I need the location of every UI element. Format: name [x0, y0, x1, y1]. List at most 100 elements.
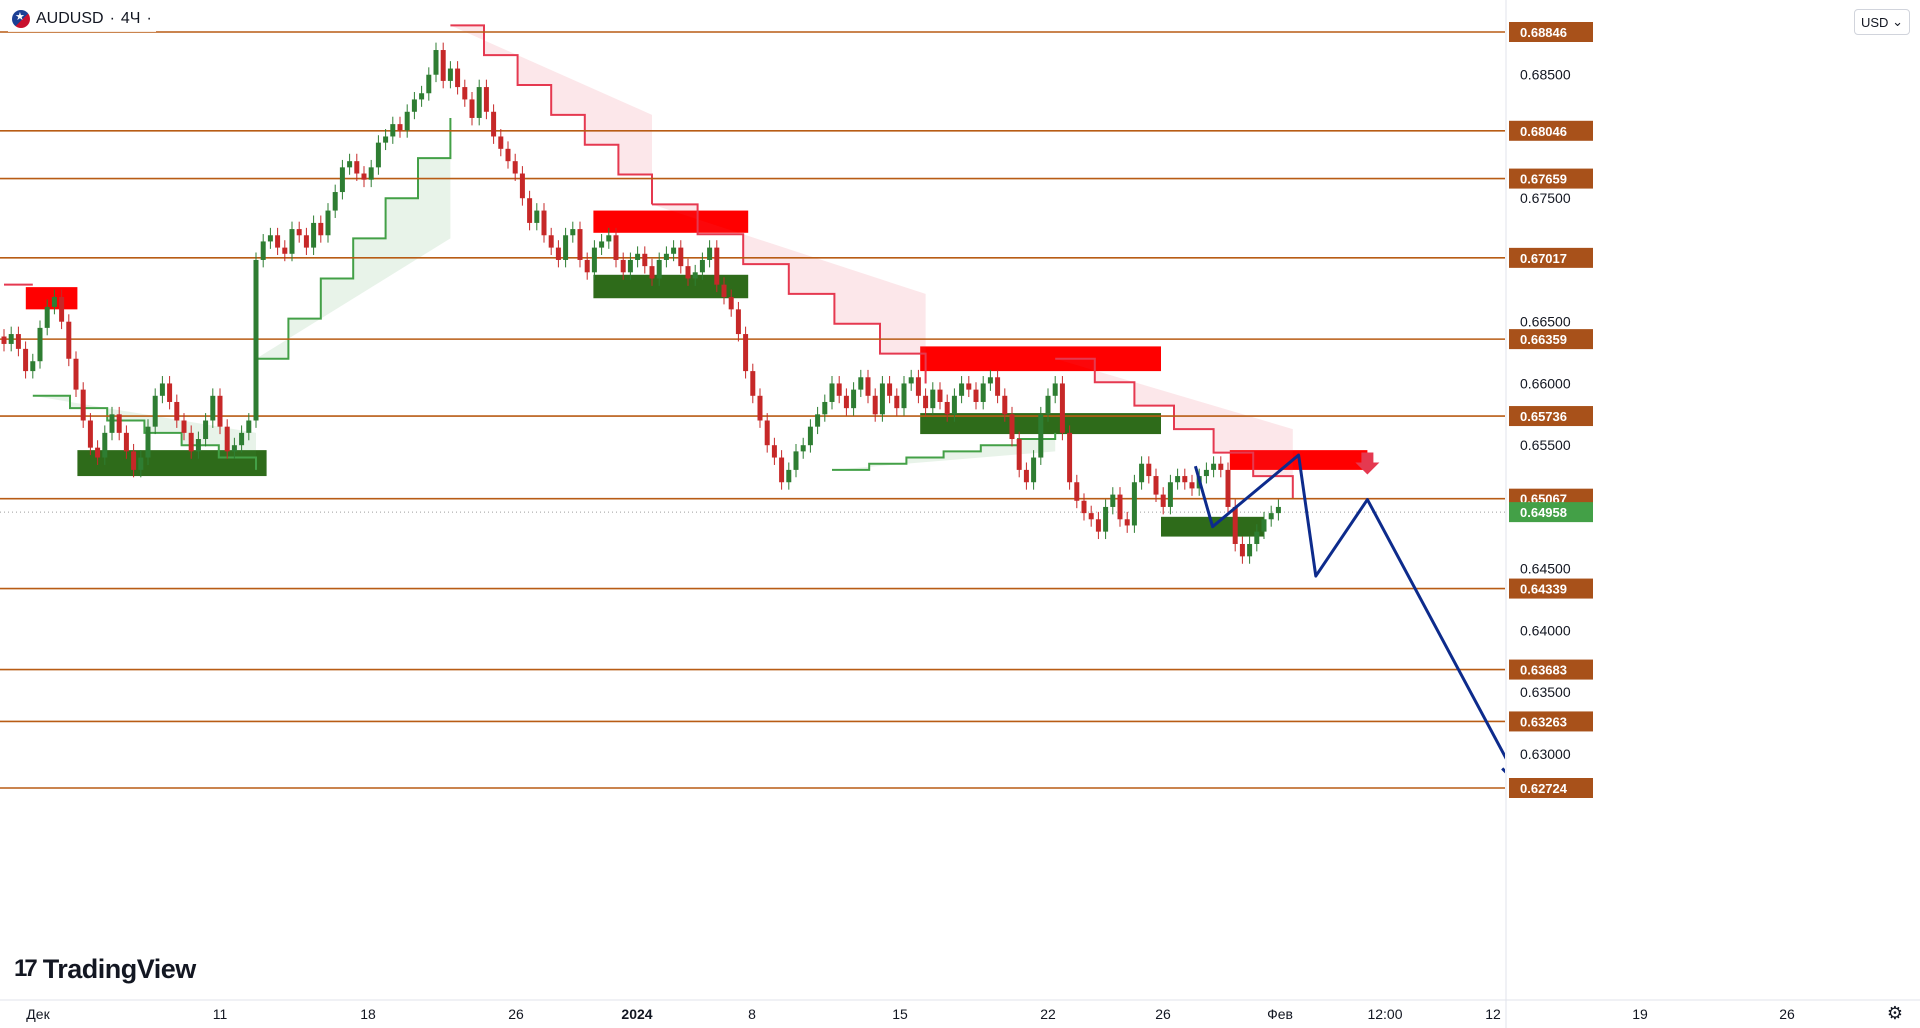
- bullish-candle: [1167, 482, 1173, 507]
- bearish-candle: [512, 161, 518, 174]
- bearish-candle: [937, 389, 943, 402]
- level-price-tag: [1509, 578, 1593, 599]
- bullish-candle: [707, 247, 713, 260]
- bearish-candle: [1002, 395, 1008, 415]
- bearish-candle: [887, 383, 893, 396]
- bearish-candle: [872, 395, 878, 415]
- bullish-candle: [239, 432, 245, 446]
- bearish-candle: [1146, 463, 1152, 477]
- bullish-candle: [879, 383, 885, 415]
- timeframe-label: 4Ч: [120, 10, 141, 27]
- bearish-candle: [728, 297, 734, 310]
- bullish-candle: [195, 439, 201, 452]
- bearish-candle: [1225, 469, 1231, 507]
- bearish-candle: [865, 377, 871, 396]
- price-axis[interactable]: 0.68500 0.67500 0.66500 0.66000 0.65500 0.645…: [1505, 0, 1920, 1028]
- bearish-candle: [73, 358, 79, 390]
- bullish-candle: [822, 401, 828, 415]
- settings-gear-icon[interactable]: ⚙: [1886, 1003, 1904, 1023]
- bullish-candle: [426, 74, 432, 94]
- bullish-candle: [908, 377, 914, 384]
- level-price-label: 0.67659: [1520, 172, 1567, 187]
- bearish-candle: [649, 266, 655, 279]
- bullish-candle: [433, 50, 439, 75]
- bearish-candle: [1218, 463, 1224, 470]
- resistance-zone: [920, 346, 1161, 372]
- bearish-candle: [1023, 469, 1029, 483]
- level-price-label: 0.65736: [1520, 409, 1567, 424]
- bearish-candle: [1016, 439, 1022, 470]
- time-tick-label: 26: [508, 1006, 524, 1022]
- bearish-candle: [217, 395, 223, 427]
- tradingview-logo: 17 TradingView: [14, 952, 196, 986]
- bearish-candle: [505, 148, 511, 162]
- supertrend-up-line: [32, 394, 257, 470]
- tradingview-mark-icon: 17: [14, 955, 38, 982]
- bearish-candle: [1074, 482, 1080, 501]
- bearish-candle: [944, 401, 950, 415]
- bullish-candle: [383, 136, 389, 143]
- bullish-candle: [793, 451, 799, 470]
- level-price-label: 0.63683: [1520, 663, 1567, 678]
- supertrend-down-line: [652, 203, 927, 384]
- bullish-candle: [663, 253, 669, 260]
- bearish-candle: [519, 173, 525, 199]
- time-tick-label: 12: [1485, 1006, 1501, 1022]
- bearish-candle: [181, 420, 187, 433]
- bearish-candle: [966, 383, 972, 390]
- bearish-candle: [915, 377, 921, 396]
- bullish-candle: [210, 395, 216, 421]
- bearish-candle: [620, 259, 626, 273]
- bearish-candle: [296, 229, 302, 236]
- bearish-candle: [973, 389, 979, 402]
- bullish-candle: [980, 383, 986, 402]
- bullish-candle: [37, 327, 43, 362]
- bullish-candle: [563, 235, 569, 260]
- bearish-candle: [66, 321, 72, 359]
- bearish-candle: [743, 334, 749, 372]
- time-axis[interactable]: Дек 11 18 26 2024 8 15 22 26 Фев 12:00 12 19 26: [0, 999, 1920, 1028]
- level-price-label: 0.67017: [1520, 251, 1567, 266]
- bearish-candle: [1124, 519, 1130, 526]
- bearish-candle: [15, 334, 21, 349]
- price-tick-label: 0.66000: [1520, 375, 1571, 391]
- level-price-tag: [1509, 22, 1593, 42]
- zone-layer: [25, 210, 1368, 537]
- bearish-candle: [548, 235, 554, 248]
- currency-select[interactable]: USD ⌄: [1854, 9, 1910, 35]
- bearish-candle: [23, 348, 29, 372]
- header-separator: ·: [146, 10, 152, 27]
- bullish-candle: [368, 167, 374, 180]
- bullish-candle: [231, 445, 237, 452]
- bullish-candle: [159, 383, 165, 396]
- bearish-candle: [1009, 414, 1015, 440]
- bearish-candle: [613, 235, 619, 260]
- bullish-candle: [1268, 513, 1274, 520]
- bearish-candle: [1239, 543, 1245, 557]
- candles: [1, 42, 1281, 564]
- price-tick-label: 0.64000: [1520, 622, 1571, 638]
- bullish-candle: [325, 210, 331, 236]
- bearish-candle: [995, 377, 1001, 396]
- bullish-candle: [476, 87, 482, 118]
- symbol-header[interactable]: AUDUSD · 4Ч ·: [8, 6, 156, 32]
- bullish-candle: [419, 93, 425, 100]
- level-price-tag: [1509, 247, 1593, 268]
- bullish-candle: [1031, 457, 1037, 483]
- bearish-candle: [188, 432, 194, 452]
- bullish-candle: [1254, 531, 1260, 544]
- bearish-candle: [498, 136, 504, 149]
- support-zone: [77, 450, 267, 477]
- bullish-candle: [404, 111, 410, 131]
- supertrend-down-line: [1055, 357, 1294, 500]
- bearish-candle: [59, 297, 65, 322]
- bullish-candle: [30, 361, 36, 372]
- bearish-candle: [764, 420, 770, 446]
- bearish-candle: [757, 395, 763, 421]
- bearish-candle: [1, 336, 7, 344]
- bullish-candle: [1052, 383, 1058, 396]
- price-tick-label: 0.64500: [1520, 561, 1571, 577]
- bearish-candle: [455, 68, 461, 88]
- bearish-candle: [771, 445, 777, 458]
